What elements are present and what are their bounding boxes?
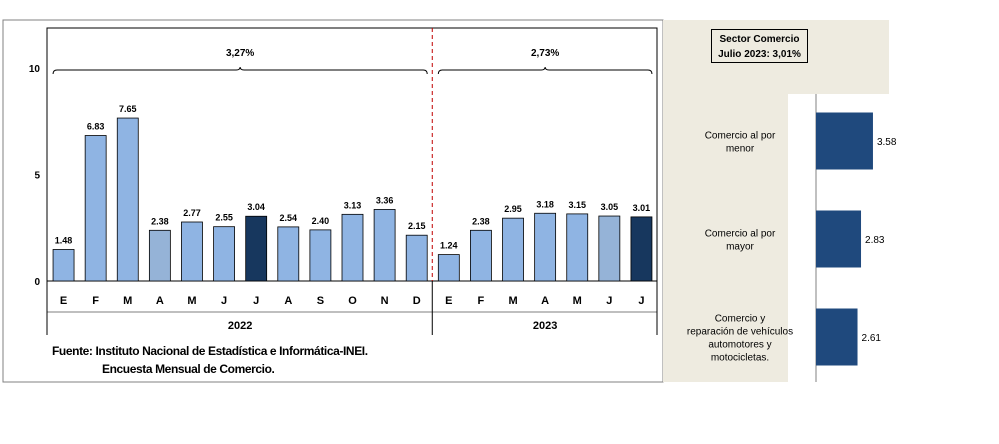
bar <box>84 135 107 282</box>
bar <box>470 229 492 282</box>
year-axis-group: 2022 2023 <box>46 281 658 335</box>
bar <box>245 215 268 282</box>
x-tick-label: A <box>284 295 292 307</box>
bar-value-label: 3.05 <box>601 202 619 212</box>
sector-bar <box>816 308 858 366</box>
bar <box>341 213 364 282</box>
x-tick-label: F <box>478 295 485 307</box>
sector-bar <box>816 210 862 268</box>
x-tick-label: J <box>253 295 259 307</box>
x-tick-label: N <box>381 295 389 307</box>
sector-category-line: mayor <box>726 242 754 253</box>
sector-value-label: 2.83 <box>865 235 885 246</box>
y-tick-label: 5 <box>34 171 40 182</box>
period-annotation-label: 3,27% <box>226 48 254 59</box>
sector-category-line: menor <box>726 144 755 155</box>
bar <box>181 221 203 282</box>
x-tick-label: J <box>638 295 644 307</box>
bar <box>116 117 139 282</box>
bar <box>213 226 235 282</box>
x-tick-label: E <box>445 295 452 307</box>
bar-value-label: 3.36 <box>376 195 394 205</box>
bar-value-label: 2.54 <box>280 213 298 223</box>
x-tick-label: S <box>317 295 324 307</box>
bar-value-label: 3.15 <box>568 200 586 210</box>
sector-category-label: Comercio al por mayor <box>705 229 776 253</box>
sector-category-label: Comercio al por menor <box>705 131 776 155</box>
source-line-1: Fuente: Instituto Nacional de Estadístic… <box>52 344 368 358</box>
bar <box>277 226 300 282</box>
bar-value-label: 2.55 <box>215 213 233 223</box>
bar-value-label: 2.95 <box>504 204 522 214</box>
x-tick-label: D <box>413 295 421 307</box>
value-labels-group: 1.48 6.83 7.65 2.38 2.77 2.55 3.04 2.54 2.40 3.13… <box>55 104 650 251</box>
bar-value-label: 2.15 <box>408 221 426 231</box>
bar <box>405 234 428 282</box>
sector-bars-group: 3.58 Comercio al por menor 2.83 Comercio al … <box>687 112 897 366</box>
bar <box>502 217 524 282</box>
source-line-2: Encuesta Mensual de Comercio. <box>102 362 275 376</box>
year-label: 2023 <box>533 320 557 332</box>
x-tick-label: M <box>508 295 517 307</box>
sector-category-label: Comercio y reparación de vehículos automot… <box>687 314 793 364</box>
bar <box>598 215 621 282</box>
y-tick-label: 0 <box>34 277 40 288</box>
bar-value-label: 6.83 <box>87 122 105 132</box>
sector-category-line: Comercio al por <box>705 131 776 142</box>
x-tick-label: J <box>221 295 227 307</box>
source-note: Fuente: Instituto Nacional de Estadístic… <box>52 342 368 378</box>
y-tick-label: 10 <box>29 64 41 75</box>
bar-value-label: 1.48 <box>55 235 73 245</box>
bar-value-label: 2.77 <box>183 208 201 218</box>
x-tick-label: E <box>60 295 67 307</box>
sector-category-line: automotores y <box>708 340 771 351</box>
y-axis: 0 5 10 <box>29 64 41 288</box>
period-annotations-group: 3,27% 2,73% <box>52 28 653 281</box>
bar-value-label: 3.01 <box>633 203 651 213</box>
x-tick-label: J <box>606 295 612 307</box>
chart-frame <box>2 19 664 383</box>
sector-title-line-2: Julio 2023: 3,01% <box>718 49 801 60</box>
x-tick-label: F <box>92 295 99 307</box>
x-tick-label: O <box>348 295 357 307</box>
x-tick-label: A <box>156 295 164 307</box>
sector-category-line: Comercio al por <box>705 229 776 240</box>
sector-bar <box>816 112 873 170</box>
bar <box>437 254 460 282</box>
sector-category-line: motocicletas. <box>711 353 769 364</box>
period-brace <box>437 66 653 75</box>
bar <box>373 209 396 282</box>
bar <box>534 212 557 282</box>
sector-category-line: Comercio y <box>715 314 766 325</box>
sector-category-line: reparación de vehículos <box>687 327 793 338</box>
bar <box>309 229 332 282</box>
bar-value-label: 2.40 <box>312 216 330 226</box>
bar <box>52 249 75 282</box>
bar <box>630 216 653 282</box>
bar-value-label: 3.13 <box>344 200 362 210</box>
sector-title-line-1: Sector Comercio <box>719 34 800 45</box>
sector-title-box: Sector Comercio Julio 2023: 3,01% <box>711 29 808 63</box>
x-tick-label: M <box>573 295 582 307</box>
sector-value-label: 3.58 <box>877 137 897 148</box>
x-tick-label: M <box>187 295 196 307</box>
bar-value-label: 2.38 <box>472 216 490 226</box>
bar-value-label: 3.18 <box>536 199 554 209</box>
x-tick-label: A <box>541 295 549 307</box>
x-tick-label: M <box>123 295 132 307</box>
bar <box>566 213 589 282</box>
period-brace <box>52 66 428 75</box>
sector-value-label: 2.61 <box>862 333 882 344</box>
period-annotation-label: 2,73% <box>531 48 559 59</box>
bar <box>148 229 171 282</box>
bars-group <box>52 117 653 282</box>
year-label: 2022 <box>228 320 252 332</box>
bar-value-label: 7.65 <box>119 104 137 114</box>
bar-value-label: 2.38 <box>151 216 169 226</box>
bar-value-label: 3.04 <box>247 202 265 212</box>
bar-value-label: 1.24 <box>440 241 458 251</box>
